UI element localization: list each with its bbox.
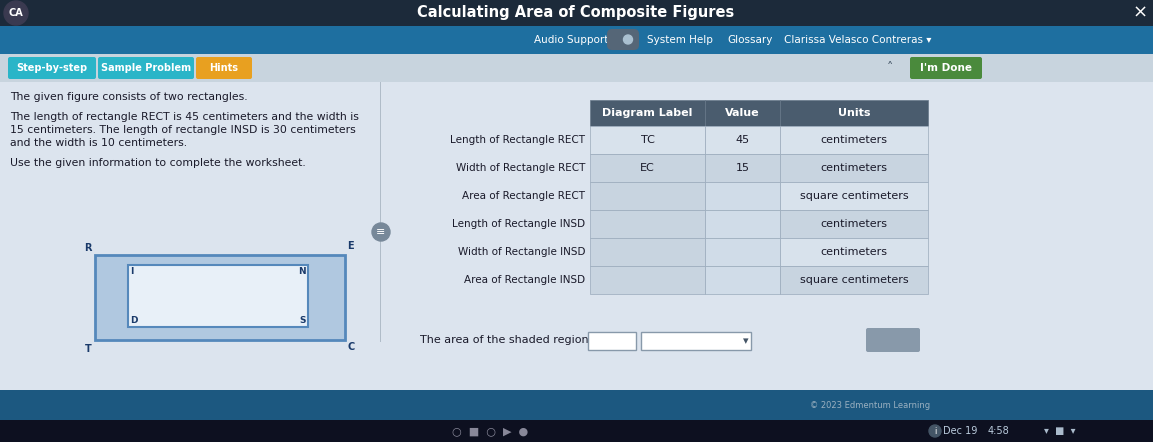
FancyBboxPatch shape xyxy=(8,57,96,79)
Text: Width of Rectangle INSD: Width of Rectangle INSD xyxy=(458,247,585,257)
Text: centimeters: centimeters xyxy=(821,219,888,229)
FancyBboxPatch shape xyxy=(590,182,704,210)
Text: ˄: ˄ xyxy=(887,61,894,75)
FancyBboxPatch shape xyxy=(590,154,704,182)
Text: centimeters: centimeters xyxy=(821,247,888,257)
FancyBboxPatch shape xyxy=(779,100,928,126)
Text: C: C xyxy=(347,342,354,352)
Text: ≡: ≡ xyxy=(376,227,386,237)
FancyBboxPatch shape xyxy=(704,126,779,154)
FancyBboxPatch shape xyxy=(0,0,1153,26)
Circle shape xyxy=(372,223,390,241)
FancyBboxPatch shape xyxy=(641,332,751,350)
Text: Length of Rectangle RECT: Length of Rectangle RECT xyxy=(450,135,585,145)
Text: Calculating Area of Composite Figures: Calculating Area of Composite Figures xyxy=(417,5,734,20)
Text: Hints: Hints xyxy=(210,63,239,73)
FancyBboxPatch shape xyxy=(128,265,308,327)
Text: Length of Rectangle INSD: Length of Rectangle INSD xyxy=(452,219,585,229)
FancyBboxPatch shape xyxy=(910,57,982,79)
FancyBboxPatch shape xyxy=(866,328,920,352)
Text: 4:58: 4:58 xyxy=(987,426,1009,436)
Text: Use the given information to complete the worksheet.: Use the given information to complete th… xyxy=(10,158,306,168)
Text: System Help: System Help xyxy=(647,35,713,45)
Text: ×: × xyxy=(1132,4,1147,22)
Text: square centimeters: square centimeters xyxy=(800,191,909,201)
Text: E: E xyxy=(347,241,354,251)
Text: ▾: ▾ xyxy=(744,336,748,346)
FancyBboxPatch shape xyxy=(704,182,779,210)
FancyBboxPatch shape xyxy=(590,210,704,238)
Text: Area of Rectangle RECT: Area of Rectangle RECT xyxy=(462,191,585,201)
Text: The given figure consists of two rectangles.: The given figure consists of two rectang… xyxy=(10,92,248,102)
FancyBboxPatch shape xyxy=(0,390,1153,420)
Text: Diagram Label: Diagram Label xyxy=(602,108,693,118)
Text: square centimeters: square centimeters xyxy=(800,275,909,285)
Text: Audio Support: Audio Support xyxy=(534,35,608,45)
Text: T: T xyxy=(85,344,92,354)
Text: Glossary: Glossary xyxy=(728,35,773,45)
Text: Step-by-step: Step-by-step xyxy=(16,63,88,73)
FancyBboxPatch shape xyxy=(704,210,779,238)
Text: centimeters: centimeters xyxy=(821,135,888,145)
FancyBboxPatch shape xyxy=(704,154,779,182)
FancyBboxPatch shape xyxy=(95,255,345,340)
Text: TC: TC xyxy=(641,135,655,145)
Text: Value: Value xyxy=(725,108,760,118)
Text: 15 centimeters. The length of rectangle INSD is 30 centimeters: 15 centimeters. The length of rectangle … xyxy=(10,125,356,135)
Text: 15: 15 xyxy=(736,163,749,173)
FancyBboxPatch shape xyxy=(196,57,253,79)
FancyBboxPatch shape xyxy=(98,57,194,79)
Text: R: R xyxy=(84,243,92,253)
Text: i: i xyxy=(934,427,936,435)
Text: S: S xyxy=(300,316,306,325)
Text: Sample Problem: Sample Problem xyxy=(101,63,191,73)
Circle shape xyxy=(624,35,633,44)
FancyBboxPatch shape xyxy=(0,54,1153,82)
Text: The length of rectangle RECT is 45 centimeters and the width is: The length of rectangle RECT is 45 centi… xyxy=(10,112,359,122)
Text: Width of Rectangle RECT: Width of Rectangle RECT xyxy=(455,163,585,173)
Text: Clarissa Velasco Contreras ▾: Clarissa Velasco Contreras ▾ xyxy=(784,35,932,45)
Text: I'm Done: I'm Done xyxy=(920,63,972,73)
Circle shape xyxy=(929,425,941,437)
FancyBboxPatch shape xyxy=(590,238,704,266)
FancyBboxPatch shape xyxy=(0,26,1153,54)
FancyBboxPatch shape xyxy=(779,126,928,154)
Text: ○  ■  ○  ▶  ●: ○ ■ ○ ▶ ● xyxy=(452,426,528,436)
FancyBboxPatch shape xyxy=(779,266,928,294)
FancyBboxPatch shape xyxy=(606,29,639,50)
Text: EC: EC xyxy=(640,163,655,173)
FancyBboxPatch shape xyxy=(779,154,928,182)
Text: and the width is 10 centimeters.: and the width is 10 centimeters. xyxy=(10,138,187,148)
Text: The area of the shaded region is: The area of the shaded region is xyxy=(420,335,601,345)
FancyBboxPatch shape xyxy=(590,126,704,154)
Circle shape xyxy=(3,1,28,25)
Text: ▾  ■  ▾: ▾ ■ ▾ xyxy=(1045,426,1076,436)
FancyBboxPatch shape xyxy=(779,210,928,238)
FancyBboxPatch shape xyxy=(590,100,704,126)
Text: CA: CA xyxy=(8,8,23,18)
FancyBboxPatch shape xyxy=(779,238,928,266)
Text: I: I xyxy=(130,267,134,276)
FancyBboxPatch shape xyxy=(588,332,636,350)
Text: © 2023 Edmentum Learning: © 2023 Edmentum Learning xyxy=(809,400,930,409)
FancyBboxPatch shape xyxy=(704,266,779,294)
Text: Dec 19: Dec 19 xyxy=(943,426,978,436)
Text: N: N xyxy=(299,267,306,276)
FancyBboxPatch shape xyxy=(590,266,704,294)
Text: 45: 45 xyxy=(736,135,749,145)
Text: centimeters: centimeters xyxy=(821,163,888,173)
Text: D: D xyxy=(130,316,137,325)
Text: Units: Units xyxy=(838,108,871,118)
Text: Area of Rectangle INSD: Area of Rectangle INSD xyxy=(464,275,585,285)
FancyBboxPatch shape xyxy=(704,238,779,266)
FancyBboxPatch shape xyxy=(704,100,779,126)
FancyBboxPatch shape xyxy=(779,182,928,210)
FancyBboxPatch shape xyxy=(0,420,1153,442)
FancyBboxPatch shape xyxy=(0,82,1153,422)
